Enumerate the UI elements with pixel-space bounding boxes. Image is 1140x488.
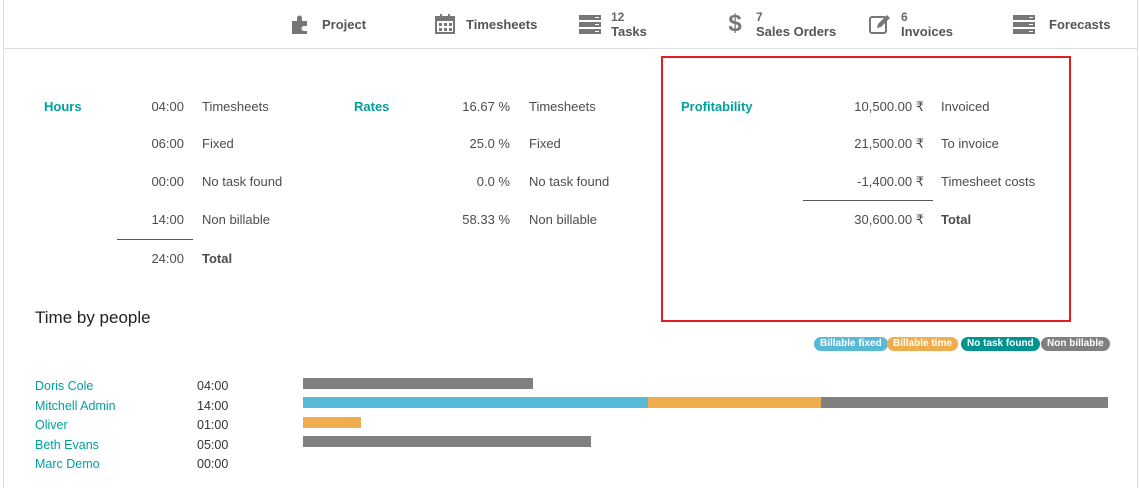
rates-value: 16.67 % — [462, 99, 510, 114]
bar-segment-billable-fixed — [303, 397, 648, 408]
profitability-label: To invoice — [941, 136, 999, 151]
timesheets-stat-label: Timesheets — [466, 16, 538, 32]
hours-value: 14:00 — [151, 212, 184, 227]
stat-buttons-bar: Project Timesheets 12 Tasks $ 7 Sales Or… — [4, 0, 1137, 49]
bar-segment-billable-time — [303, 417, 361, 428]
rates-value: 0.0 % — [476, 174, 510, 189]
tasks-icon — [1011, 11, 1037, 37]
profitability-value: 10,500.00 ₹ — [854, 99, 924, 114]
person-time: 04:00 — [197, 379, 229, 393]
bar-segment-non-billable — [303, 378, 533, 389]
bar-segment-billable-time — [648, 397, 821, 408]
profitability-total-label: Total — [941, 212, 972, 227]
hours-label: No task found — [202, 174, 283, 189]
hours-label: Timesheets — [202, 99, 269, 114]
frame-border-right — [1137, 0, 1138, 488]
bar-segment-non-billable — [820, 397, 1108, 408]
person-time: 01:00 — [197, 418, 229, 432]
legend-billable-time: Billable time — [887, 337, 958, 351]
hours-total-value: 24:00 — [151, 251, 184, 266]
hours-label: Non billable — [202, 212, 270, 227]
rates-heading: Rates — [354, 99, 390, 114]
profitability-label: Invoiced — [941, 99, 990, 114]
forecasts-stat-button[interactable]: Forecasts — [1011, 0, 1110, 48]
profitability-total-divider — [803, 200, 933, 201]
dollar-icon: $ — [728, 10, 742, 37]
profitability-total-value: 30,600.00 ₹ — [854, 212, 924, 227]
person-time: 14:00 — [197, 399, 229, 413]
invoices-count: 6 — [901, 9, 908, 24]
person-name-link[interactable]: Oliver — [35, 418, 68, 432]
person-time: 00:00 — [197, 457, 229, 471]
hours-value: 00:00 — [151, 174, 184, 189]
legend-no-task-found: No task found — [961, 337, 1040, 351]
rates-label: Fixed — [529, 136, 561, 151]
tasks-stat-button[interactable]: 12 Tasks — [577, 0, 647, 48]
edit-icon — [867, 11, 893, 37]
tasks-stat-label: Tasks — [611, 23, 647, 39]
hours-label: Fixed — [202, 136, 234, 151]
person-name-link[interactable]: Marc Demo — [35, 457, 100, 471]
tasks-count: 12 — [611, 9, 625, 24]
legend-billable-fixed: Billable fixed — [814, 337, 888, 351]
invoices-stat-button[interactable]: 6 Invoices — [867, 0, 953, 48]
timesheets-stat-button[interactable]: Timesheets — [432, 0, 537, 48]
forecasts-stat-label: Forecasts — [1049, 16, 1111, 32]
person-time: 05:00 — [197, 438, 229, 452]
hours-total-label: Total — [202, 251, 233, 266]
hours-heading: Hours — [44, 99, 82, 114]
profitability-value: 21,500.00 ₹ — [854, 136, 924, 151]
project-stat-label: Project — [322, 16, 367, 32]
profitability-heading: Profitability — [681, 99, 753, 114]
hours-total-divider — [117, 239, 193, 240]
person-name-link[interactable]: Mitchell Admin — [35, 399, 116, 413]
sales-orders-count: 7 — [756, 9, 763, 24]
profitability-highlight-box — [661, 56, 1071, 322]
puzzle-icon — [288, 11, 314, 37]
rates-value: 58.33 % — [462, 212, 510, 227]
legend-non-billable: Non billable — [1041, 337, 1110, 351]
bar-segment-non-billable — [303, 436, 591, 447]
person-name-link[interactable]: Beth Evans — [35, 438, 99, 452]
profitability-label: Timesheet costs — [941, 174, 1036, 189]
project-stat-button[interactable]: Project — [288, 0, 366, 48]
rates-label: Non billable — [529, 212, 597, 227]
sales-orders-stat-label: Sales Orders — [756, 23, 837, 39]
rates-label: Timesheets — [529, 99, 596, 114]
frame-border-left — [3, 0, 4, 488]
rates-value: 25.0 % — [469, 136, 510, 151]
sales-orders-stat-button[interactable]: $ 7 Sales Orders — [722, 0, 836, 48]
profitability-value: -1,400.00 ₹ — [857, 174, 924, 189]
hours-value: 04:00 — [151, 99, 184, 114]
calendar-icon — [432, 11, 458, 37]
tasks-icon — [577, 11, 603, 37]
invoices-stat-label: Invoices — [901, 23, 954, 39]
person-name-link[interactable]: Doris Cole — [35, 379, 94, 393]
hours-value: 06:00 — [151, 136, 184, 151]
time-by-people-title: Time by people — [35, 308, 151, 327]
rates-label: No task found — [529, 174, 610, 189]
